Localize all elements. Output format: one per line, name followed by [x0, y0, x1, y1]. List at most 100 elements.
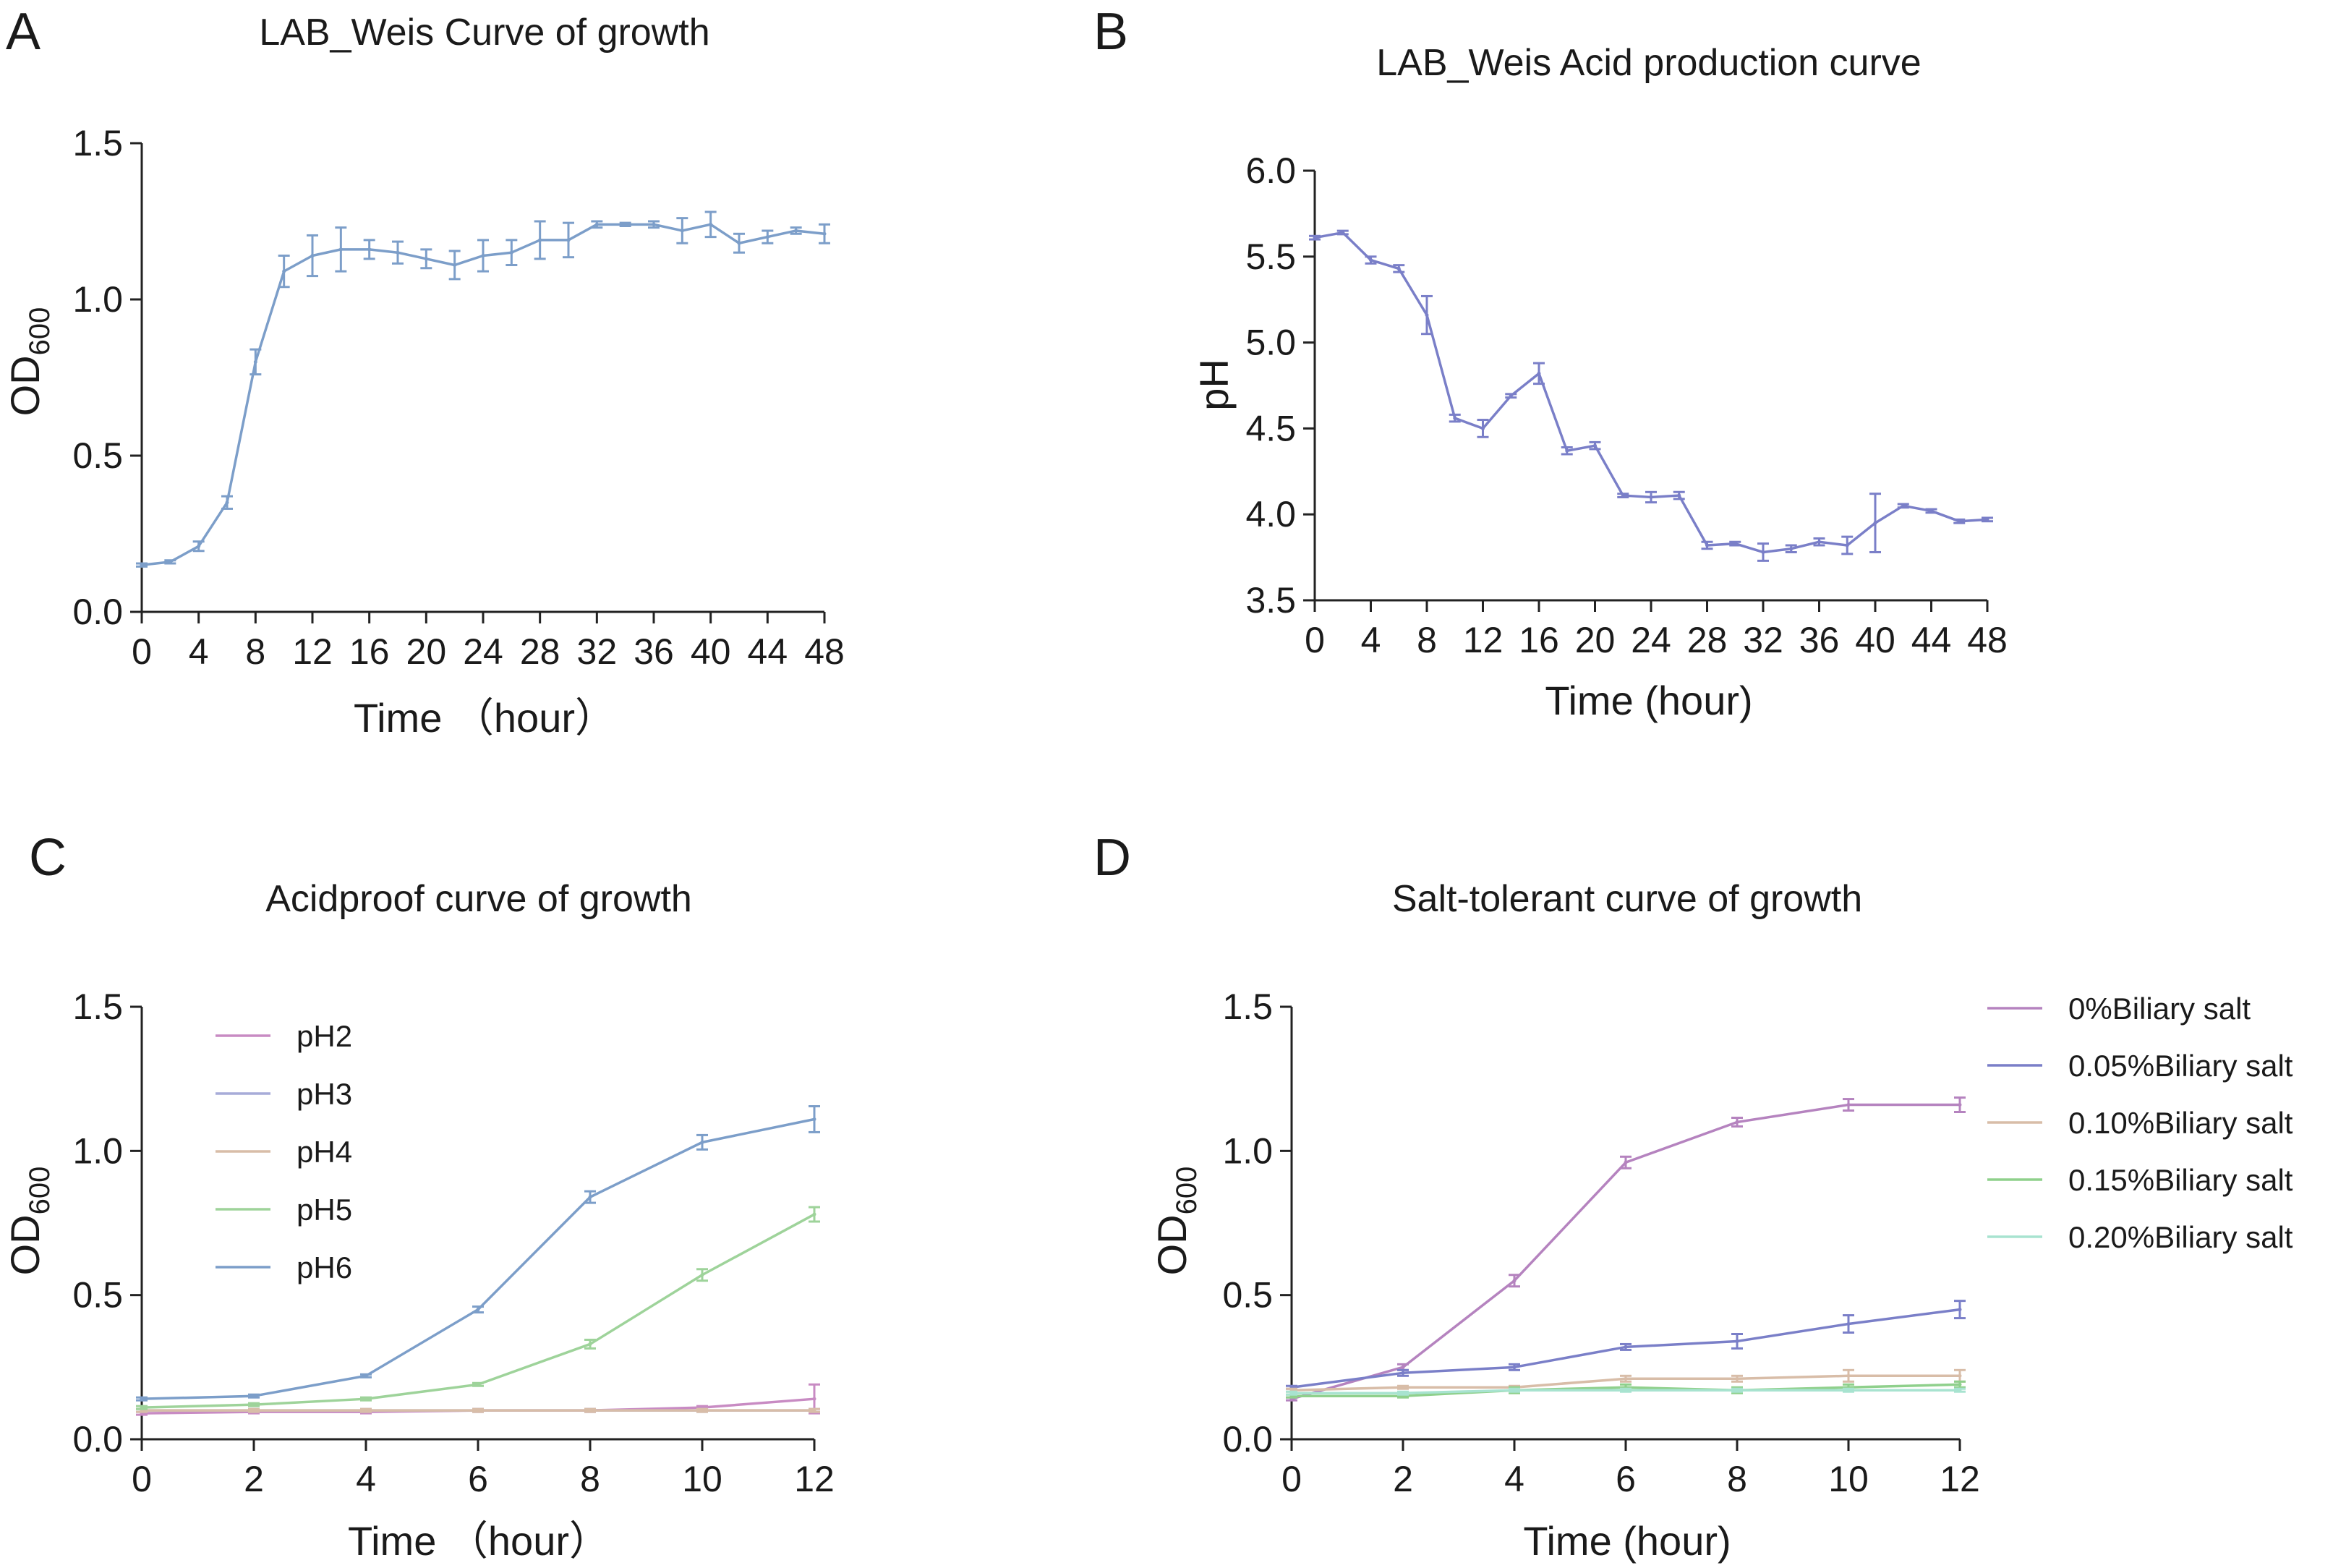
panel-c-data-point [812, 1397, 816, 1401]
panel-a-series-line [141, 223, 825, 566]
panel-c-data-point [812, 1117, 816, 1121]
panel-a-xtick-label: 16 [349, 631, 390, 672]
panel-b-ytick-label: 6.0 [1245, 150, 1296, 191]
panel-a-data-point [140, 563, 144, 567]
panel-a-data-point [310, 254, 315, 258]
panel-b-xlabel: Time (hour) [1545, 678, 1752, 723]
panel-b-xtick-label: 24 [1631, 620, 1671, 660]
panel-a-ylabel-sub: 600 [24, 307, 56, 356]
panel-c-ylabel-main: OD [2, 1214, 48, 1275]
panel-a-ytick-label: 0.5 [72, 435, 123, 476]
panel-d-ytick-label: 0.0 [1222, 1419, 1273, 1460]
panel-a-title: LAB_Weis Curve of growth [259, 12, 709, 54]
panel-b-data-point [1649, 495, 1653, 499]
panel-d-data-point [1512, 1365, 1517, 1369]
panel-d-data-point [1846, 1373, 1851, 1378]
panel-b-xtick-label: 40 [1855, 620, 1895, 660]
panel-b-series-0 [1309, 229, 1993, 562]
panel-b-xtick-label: 0 [1305, 620, 1325, 660]
panel-a-data-point [709, 222, 713, 226]
panel-b-title: LAB_Weis Acid production curve [1376, 42, 1921, 84]
panel-d-data-point [1512, 1279, 1517, 1283]
panel-c-data-point [588, 1408, 592, 1413]
panel-c-xtick-label: 12 [794, 1459, 835, 1499]
panel-d-data-point [1846, 1103, 1851, 1107]
panel-c-series-line [141, 1117, 815, 1400]
panel-c-ytick-label: 0.5 [72, 1275, 123, 1316]
panel-c-ylabel-sub: 600 [24, 1167, 56, 1215]
panel-a-ylabel: OD600 [2, 307, 56, 417]
panel-b-data-point [1761, 550, 1765, 554]
panel-d-ylabel-sub: 600 [1171, 1167, 1203, 1215]
panel-b-data-point [1845, 543, 1849, 547]
panel-d-xtick-label: 4 [1504, 1459, 1524, 1499]
panel-b-xtick-label: 32 [1743, 620, 1783, 660]
panel-b-data-point [1481, 426, 1485, 430]
panel-a-data-point [794, 229, 798, 233]
panel-c: C Acidproof curve of growth Time （hour） … [2, 829, 835, 1564]
panel-a-xlabel: Time （hour） [354, 695, 615, 741]
panel-d-data-point [1401, 1365, 1405, 1369]
panel-b-data-point [1369, 258, 1373, 263]
panel-d-data-point [1735, 1339, 1739, 1343]
panel-d-data-point [1958, 1382, 1962, 1386]
panel-a-xtick-label: 8 [245, 631, 265, 672]
panel-a-data-point [424, 257, 428, 261]
panel-d-ylabel: OD600 [1149, 1167, 1203, 1276]
panel-b-data-point [1509, 393, 1513, 398]
panel-c-legend: pH2 pH3 pH4 pH5 pH6 [216, 1019, 352, 1284]
panel-c-data-point [364, 1373, 368, 1378]
panel-c-data-point [476, 1408, 480, 1413]
panel-a-xtick-label: 48 [804, 631, 845, 672]
panel-c-xlabel: Time （hour） [348, 1518, 610, 1564]
panel-b-xtick-label: 44 [1911, 620, 1952, 660]
panel-c-data-point [812, 1408, 816, 1413]
panel-a-ytick-label: 1.5 [72, 123, 123, 163]
panel-c-data-point [364, 1408, 368, 1413]
panel-d-data-point [1846, 1388, 1851, 1392]
panel-b-data-point [1677, 493, 1681, 498]
panel-c-xtick-label: 8 [580, 1459, 600, 1499]
panel-d-data-point [1846, 1322, 1851, 1326]
legend-label: pH6 [297, 1250, 352, 1284]
legend-label: 0.10%Biliary salt [2068, 1106, 2293, 1140]
panel-d-data-point [1958, 1103, 1962, 1107]
panel-b-letter: B [1093, 3, 1128, 61]
panel-c-data-point [812, 1212, 816, 1217]
panel-a-xtick-label: 12 [292, 631, 333, 672]
panel-a-data-point [680, 229, 684, 233]
panel-b-xtick-label: 36 [1799, 620, 1840, 660]
panel-a-data-point [623, 222, 628, 226]
panel-a-data-point [652, 222, 656, 226]
panel-d-xtick-label: 12 [1940, 1459, 1980, 1499]
panel-a-data-point [367, 247, 372, 252]
panel-b-data-point [1537, 371, 1541, 375]
legend-label: pH3 [297, 1077, 352, 1111]
panel-c-data-point [588, 1342, 592, 1346]
panel-b-data-point [1985, 517, 1989, 521]
panel-b-series-line [1314, 231, 1988, 554]
panel-a-data-point [822, 231, 827, 236]
panel-b-xtick-label: 16 [1519, 620, 1559, 660]
panel-d-xtick-label: 0 [1281, 1459, 1302, 1499]
panel-b-data-point [1901, 503, 1906, 508]
panel-d-title: Salt-tolerant curve of growth [1392, 878, 1862, 920]
panel-d-data-point [1624, 1376, 1628, 1381]
panel-a-data-point [197, 544, 201, 548]
panel-b-data-point [1705, 543, 1709, 547]
panel-b-xtick-label: 8 [1417, 620, 1437, 660]
panel-c-series-3 [136, 1206, 820, 1410]
legend-label: 0%Biliary salt [2068, 992, 2251, 1026]
panel-b-data-point [1341, 231, 1345, 235]
panel-c-letter: C [29, 829, 67, 887]
panel-b-ytick-label: 4.5 [1245, 408, 1296, 448]
panel-b-xtick-label: 12 [1463, 620, 1504, 660]
panel-c-data-point [252, 1402, 256, 1407]
panel-b-xtick-label: 48 [1967, 620, 2008, 660]
panel-a-data-point [253, 359, 257, 364]
panel-a-data-point [481, 254, 485, 258]
panel-a-data-point [225, 500, 229, 505]
panel-b-plot: 3.54.04.55.05.56.00 4 8 12 16 20 24 28 32 36 40 44 4… [1245, 150, 2007, 660]
panel-a-xtick-label: 44 [748, 631, 788, 672]
